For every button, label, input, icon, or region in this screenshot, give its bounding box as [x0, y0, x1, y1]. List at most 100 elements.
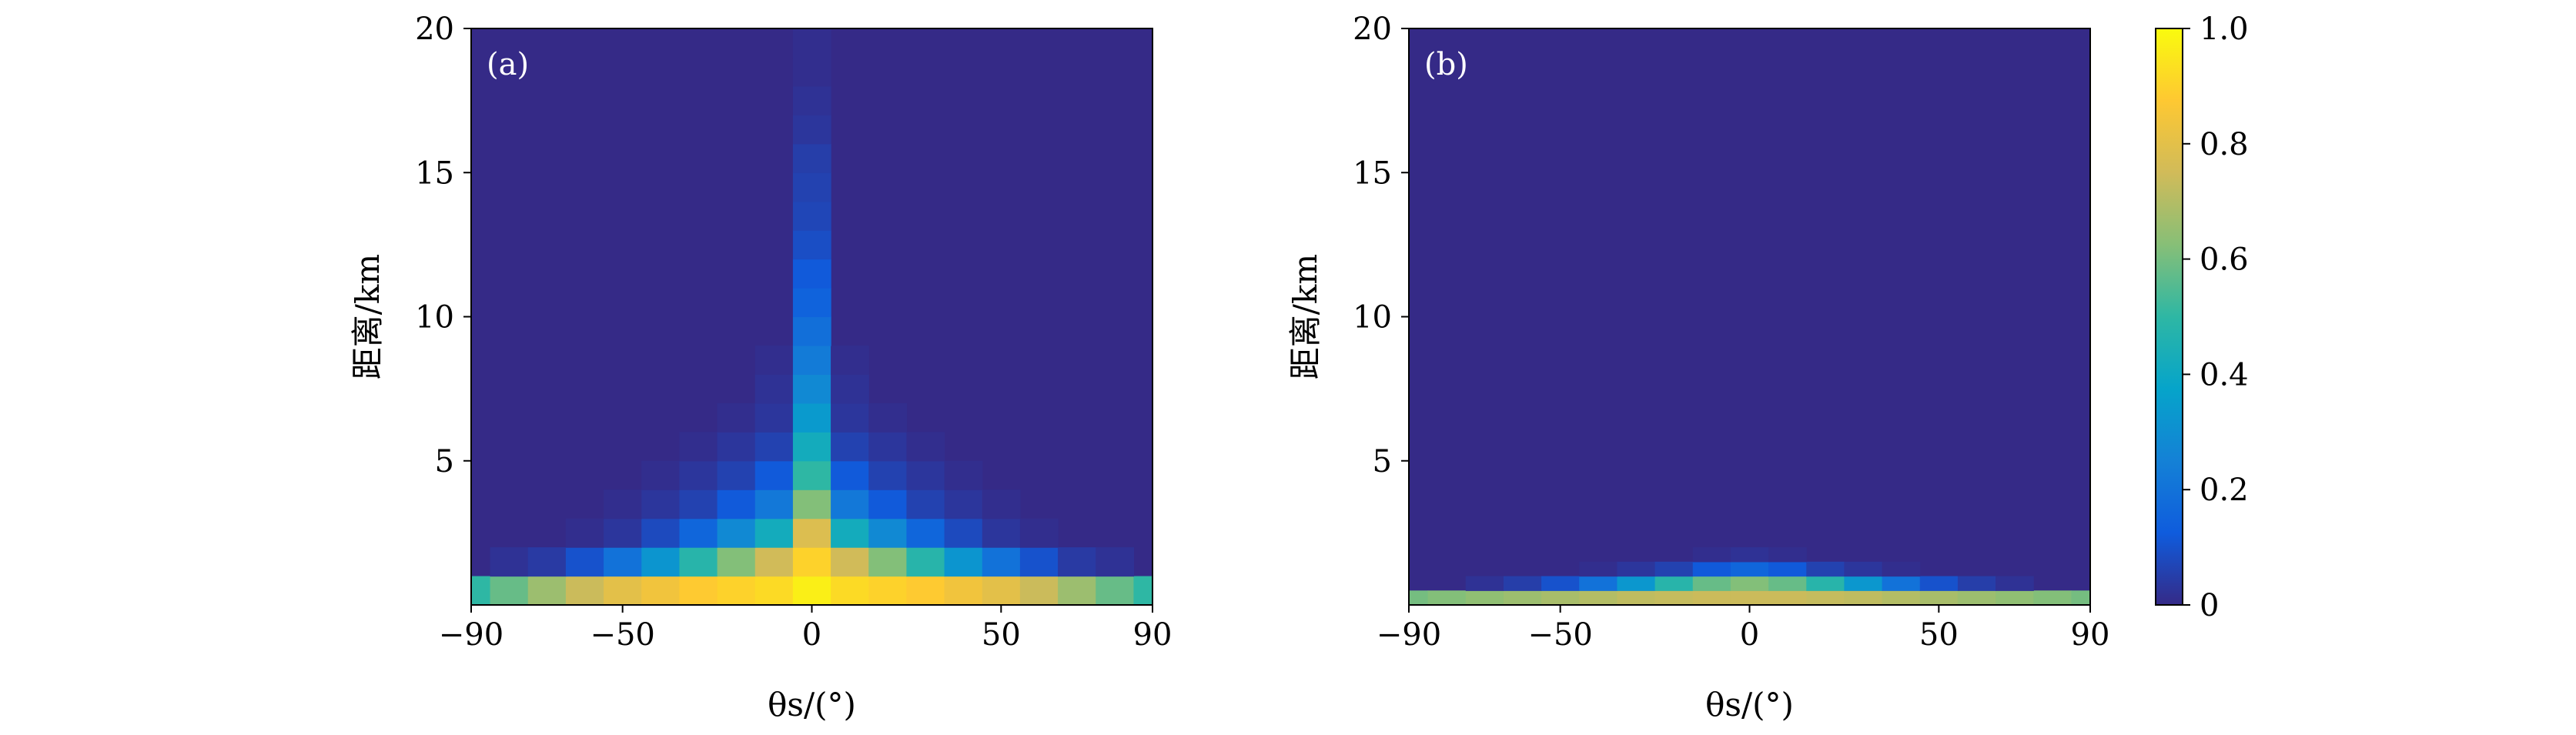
heatmap-cell	[792, 518, 831, 548]
heatmap-cell	[754, 432, 794, 462]
heatmap-cell	[792, 316, 831, 346]
heatmap-cell	[1427, 590, 1467, 606]
heatmap-cell	[641, 547, 681, 577]
x-tick-label: 90	[1133, 617, 1173, 653]
y-tick-label: 5	[1373, 444, 1392, 479]
heatmap-cell	[641, 576, 681, 606]
heatmap-cell	[1768, 561, 1807, 577]
heatmap-cell	[831, 460, 869, 490]
heatmap-cell	[792, 172, 831, 202]
heatmap-cell	[679, 489, 718, 520]
heatmap-cell	[868, 518, 908, 548]
x-tick-label: −50	[1527, 617, 1592, 653]
heatmap-cell	[944, 576, 983, 606]
heatmap-cell	[1503, 576, 1542, 591]
heatmap-cell	[831, 576, 869, 606]
x-tick-label: 0	[1740, 617, 1759, 653]
heatmap-cell	[868, 576, 908, 606]
heatmap-cell	[792, 460, 831, 490]
heatmap-cell	[754, 460, 794, 490]
heatmap-cell	[792, 345, 831, 375]
heatmap-cell	[1996, 590, 2034, 606]
y-axis-label: 距离/km	[1286, 254, 1324, 379]
heatmap-cell	[792, 288, 831, 318]
heatmap-cell	[717, 518, 756, 548]
heatmap-cell	[1996, 576, 2034, 591]
heatmap-cell	[792, 374, 831, 404]
heatmap-cell	[1465, 576, 1504, 591]
heatmap-cell	[1692, 590, 1731, 606]
heatmap-cell	[1654, 561, 1694, 577]
heatmap-cell	[1919, 590, 1959, 606]
heatmap-cell	[868, 489, 908, 520]
heatmap-cell	[906, 547, 945, 577]
colorbar-gradient	[2156, 28, 2183, 605]
heatmap-cell	[679, 576, 718, 606]
heatmap-cell	[982, 518, 1021, 548]
heatmap-cell	[1844, 576, 1883, 591]
heatmap-cell	[1541, 576, 1580, 591]
colorbar-tick-label: 0.8	[2200, 127, 2249, 162]
heatmap-cell	[717, 403, 756, 433]
heatmap-cell	[831, 432, 869, 462]
heatmap-cell	[792, 432, 831, 462]
colorbar: 0 0.2 0.4 0.6 0.8 1.0	[2155, 12, 2249, 623]
heatmap-cell	[868, 432, 908, 462]
heatmap-cell	[1730, 561, 1769, 577]
y-axis-label: 距离/km	[349, 254, 386, 379]
heatmap-cell	[1019, 547, 1059, 577]
heatmap-cell	[1617, 576, 1656, 591]
heatmap-cell	[1882, 576, 1921, 591]
colorbar-frame	[2155, 28, 2183, 606]
heatmap-cell	[1730, 576, 1769, 591]
heatmap-cell	[906, 432, 945, 462]
heatmap-cell	[792, 230, 831, 260]
heatmap-cell	[792, 115, 831, 145]
heatmap-cell	[906, 518, 945, 548]
heatmap-cell	[792, 143, 831, 173]
heatmap-cell	[982, 547, 1021, 577]
heatmap-cell	[565, 547, 604, 577]
heatmap-cell	[1806, 590, 1845, 606]
heatmap-cell	[679, 432, 718, 462]
heatmap-cell	[1654, 576, 1694, 591]
x-tick-label: −90	[1377, 617, 1441, 653]
heatmap-cell	[1019, 576, 1059, 606]
y-tick-label: 15	[415, 155, 454, 191]
heatmap-cell	[604, 547, 642, 577]
heatmap-cell	[490, 576, 529, 606]
heatmap-cell	[1058, 576, 1096, 606]
heatmap-cell	[792, 489, 831, 520]
heatmap-cell	[944, 489, 983, 520]
heatmap-cell	[1096, 576, 1135, 606]
heatmap-cell	[1409, 590, 1429, 606]
y-tick-label: 10	[1353, 300, 1392, 336]
heatmap-cell	[490, 547, 529, 577]
heatmap-cell	[1957, 590, 1996, 606]
heatmap-cell	[982, 576, 1021, 606]
heatmap-cell	[792, 403, 831, 433]
heatmap-cell	[1579, 576, 1618, 591]
heatmap-cell	[792, 576, 831, 606]
heatmap-cell	[1882, 590, 1921, 606]
x-axis-label: θs/(°)	[768, 686, 856, 723]
heatmap-cell	[1541, 590, 1580, 606]
panel-label: (b)	[1424, 47, 1468, 82]
heatmap-cell	[1692, 547, 1731, 563]
heatmap-cell	[868, 403, 908, 433]
heatmap-cell	[565, 576, 604, 606]
heatmap-cell	[792, 57, 831, 87]
heatmap-panel-a: −90 −50 0 50 90 5 10 15 20 θs/(°) 距离/km (a)	[349, 12, 1172, 723]
heatmap-cell	[1768, 576, 1807, 591]
heatmap-cell	[717, 460, 756, 490]
heatmap-cell	[527, 547, 567, 577]
heatmap-cell	[906, 576, 945, 606]
heatmap-cell	[868, 547, 908, 577]
heatmap-cell	[1844, 590, 1883, 606]
heatmap-cell	[868, 460, 908, 490]
heatmap-cell	[831, 345, 869, 375]
heatmap-cell	[717, 547, 756, 577]
heatmap-cell	[1058, 547, 1096, 577]
heatmap-cell	[1919, 576, 1959, 591]
colorbar-tick-label: 0	[2200, 588, 2219, 623]
